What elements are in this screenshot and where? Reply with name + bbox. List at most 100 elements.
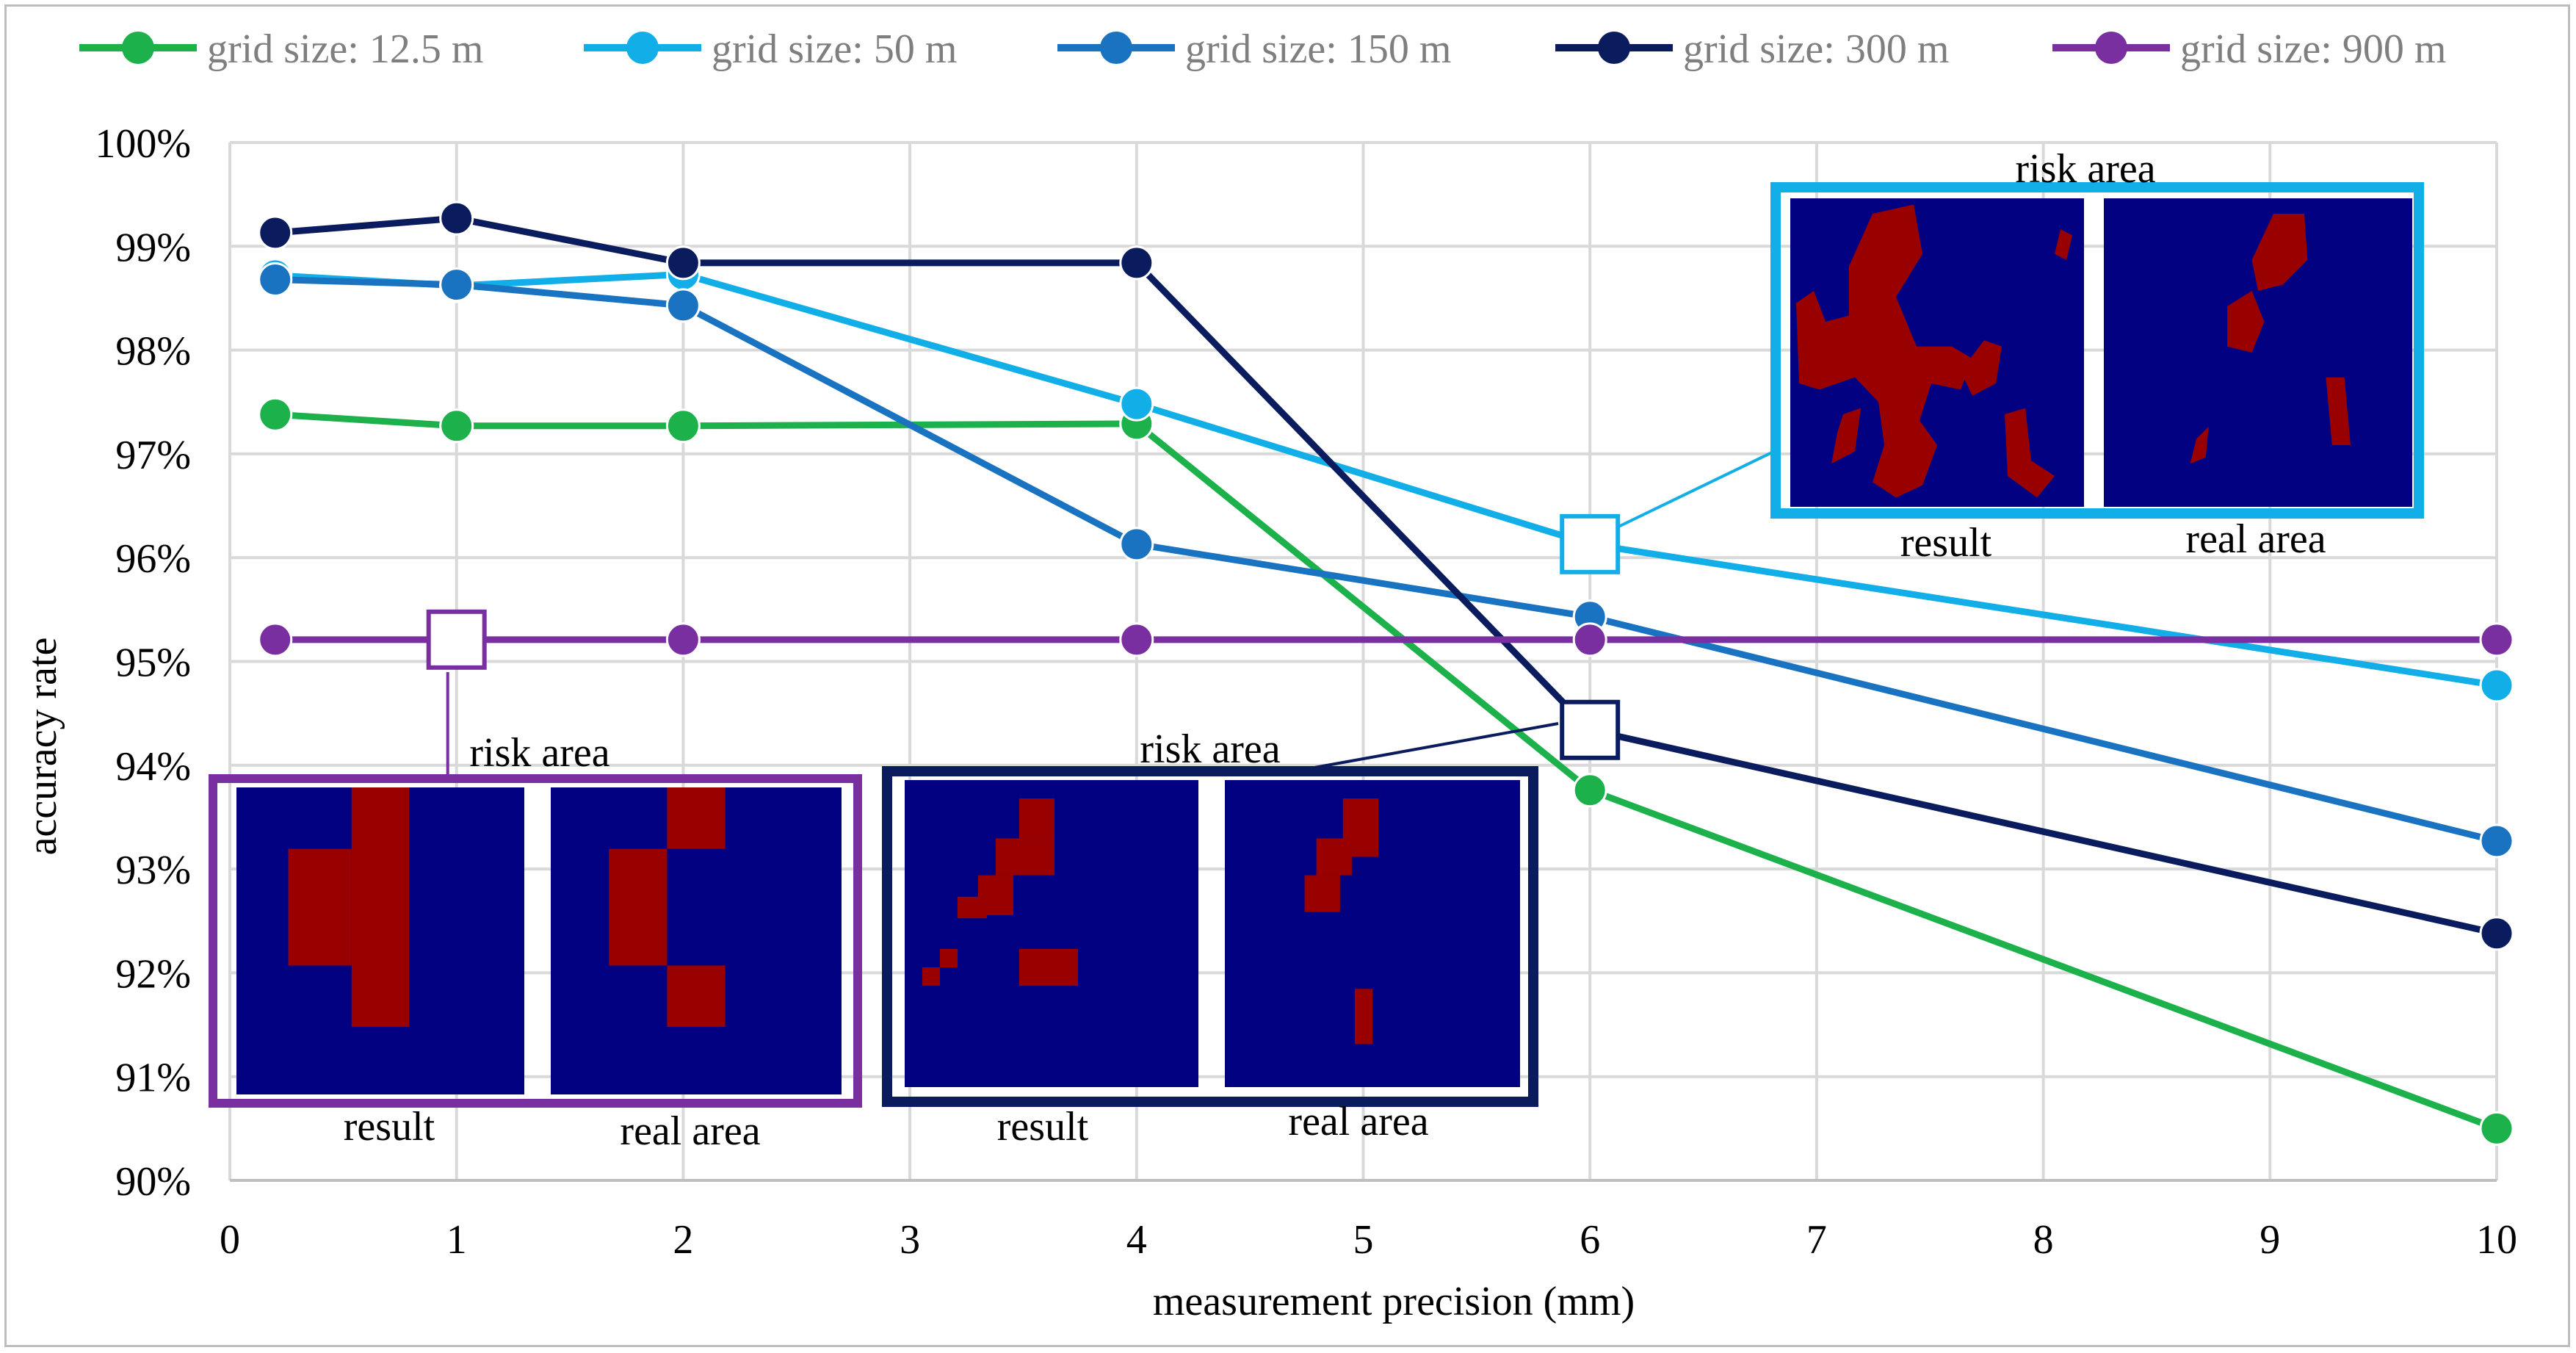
data-point-grid-size-300-m — [1119, 245, 1154, 281]
risk-cell — [940, 948, 958, 967]
risk-blob — [2326, 377, 2351, 445]
x-tick-label: 9 — [2260, 1217, 2280, 1263]
y-tick-label: 93% — [115, 848, 191, 893]
data-point-grid-size-150-m — [2479, 823, 2514, 859]
risk-blob — [1831, 408, 1861, 464]
risk-cell — [351, 787, 410, 1028]
inset-box-300m — [882, 766, 1538, 1107]
y-tick-label: 91% — [115, 1056, 191, 1101]
data-point-grid-size-300-m — [2479, 916, 2514, 951]
inset-box-900m — [209, 774, 862, 1108]
data-point-grid-size-900-m — [1119, 622, 1154, 657]
inset-real-area-50m — [2104, 198, 2412, 507]
risk-cell — [1354, 989, 1372, 1044]
data-point-grid-size-900-m — [2479, 622, 2514, 657]
x-tick-label: 2 — [673, 1217, 693, 1263]
risk-blob — [2055, 229, 2072, 260]
x-tick-label: 6 — [1580, 1217, 1600, 1263]
series-line-grid-size-150-m — [275, 276, 2498, 845]
series-markers — [258, 201, 2514, 1146]
risk-blob — [1961, 340, 2002, 396]
data-point-grid-size-12-5-m — [258, 397, 293, 432]
risk-cell — [609, 848, 667, 966]
y-tick-label: 99% — [115, 225, 191, 270]
x-tick-label: 0 — [220, 1217, 240, 1263]
risk-blob — [2005, 408, 2055, 498]
inset-real-area-900m — [551, 787, 842, 1094]
inset-result-label-300m: result — [997, 1104, 1089, 1150]
axes: 90% 91% 92% 93% 94% 95% 96% 97% 98% 99% 100% 0 1 2 3 4 5… — [95, 121, 2517, 1263]
callout-line-50m — [1616, 450, 1774, 529]
legend-marker — [122, 32, 154, 64]
data-point-grid-size-150-m — [258, 262, 293, 297]
data-point-grid-size-300-m — [258, 215, 293, 250]
risk-blob — [2190, 426, 2209, 464]
inset-title-300m: risk area — [1140, 726, 1280, 772]
data-point-grid-size-150-m — [1119, 527, 1154, 562]
y-tick-label: 96% — [115, 536, 191, 582]
risk-cell — [996, 838, 1054, 876]
y-tick-label: 98% — [115, 329, 191, 375]
risk-blob — [2251, 214, 2308, 291]
data-point-grid-size-900-m — [665, 622, 701, 657]
legend-marker — [2095, 32, 2127, 64]
data-point-grid-size-12-5-m — [1572, 773, 1607, 808]
inset-result-900m — [236, 787, 524, 1094]
data-point-grid-size-12-5-m — [2479, 1111, 2514, 1146]
legend-label: grid size: 12.5 m — [207, 26, 483, 72]
map-background — [2104, 198, 2412, 507]
inset-maps: risk area result real area risk area result r… — [209, 146, 2424, 1154]
risk-cell — [1019, 948, 1078, 986]
legend: grid size: 12.5 m grid size: 50 m grid siz… — [79, 26, 2446, 72]
x-tick-label: 4 — [1126, 1217, 1147, 1263]
data-point-grid-size-300-m — [665, 245, 701, 281]
data-point-grid-size-50-m — [2479, 668, 2514, 703]
callout-marker-50m — [1560, 513, 1621, 574]
inset-result-50m — [1790, 198, 2084, 507]
inset-box-50m — [1770, 182, 2424, 519]
data-point-grid-size-12-5-m — [665, 408, 701, 444]
inset-result-300m — [905, 780, 1198, 1087]
risk-cell — [1304, 875, 1340, 912]
legend-marker — [626, 32, 659, 64]
x-axis-label: measurement precision (mm) — [1153, 1279, 1635, 1324]
inset-title-900m: risk area — [469, 730, 609, 776]
data-point-grid-size-12-5-m — [439, 408, 474, 444]
y-tick-label: 94% — [115, 744, 191, 790]
y-tick-label: 95% — [115, 641, 191, 686]
callout-marker-900m — [426, 609, 487, 670]
risk-blob — [2227, 291, 2265, 353]
inset-result-label-50m: result — [1900, 520, 1992, 566]
series-line-grid-size-300-m — [275, 214, 2497, 937]
risk-cell — [1316, 838, 1352, 876]
x-tick-label: 1 — [446, 1217, 467, 1263]
legend-label: grid size: 300 m — [1683, 26, 1949, 72]
x-tick-label: 8 — [2033, 1217, 2054, 1263]
risk-blob — [1796, 204, 1972, 498]
inset-real-area-300m — [1225, 780, 1520, 1087]
y-tick-label: 92% — [115, 951, 191, 997]
legend-marker — [1100, 32, 1132, 64]
legend-label: grid size: 50 m — [712, 26, 957, 72]
x-tick-label: 10 — [2476, 1217, 2517, 1263]
x-tick-label: 3 — [900, 1217, 920, 1263]
risk-cell — [667, 787, 726, 849]
inset-real-area-label-900m: real area — [620, 1108, 760, 1154]
callout-line-300m — [1314, 722, 1559, 769]
legend-label: grid size: 900 m — [2180, 26, 2446, 72]
risk-cell — [958, 896, 987, 919]
y-axis-label: accuracy rate — [20, 638, 65, 856]
legend-label: grid size: 150 m — [1185, 26, 1451, 72]
data-point-grid-size-900-m — [258, 622, 293, 657]
risk-cell — [288, 848, 352, 966]
inset-real-area-label-300m: real area — [1288, 1099, 1428, 1144]
data-point-grid-size-150-m — [439, 267, 474, 303]
legend-marker — [1598, 32, 1630, 64]
x-tick-label: 7 — [1806, 1217, 1827, 1263]
callout-marker-300m — [1560, 699, 1621, 760]
series-lines — [275, 214, 2498, 1132]
data-point-grid-size-300-m — [439, 201, 474, 236]
y-tick-label: 97% — [115, 433, 191, 478]
risk-cell — [667, 965, 726, 1028]
